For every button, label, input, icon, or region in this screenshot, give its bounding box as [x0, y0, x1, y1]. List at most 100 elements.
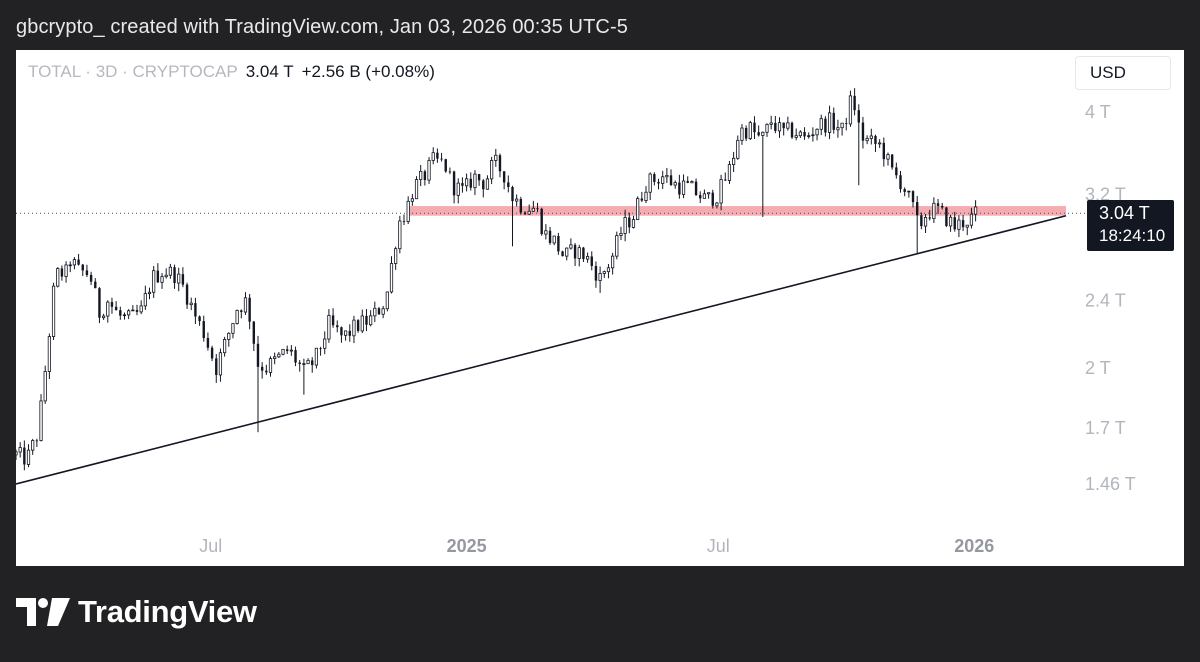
candle: [694, 178, 698, 196]
candle: [945, 206, 948, 228]
candle: [223, 336, 227, 357]
candle: [268, 356, 273, 377]
candle: [744, 125, 748, 142]
candle: [423, 169, 427, 186]
candle: [895, 162, 898, 179]
candle: [711, 189, 714, 209]
candle: [882, 137, 886, 167]
candle: [43, 365, 47, 404]
candle: [523, 211, 527, 216]
candle: [953, 211, 956, 232]
candle: [598, 266, 602, 293]
candle: [932, 197, 936, 224]
candle: [941, 202, 944, 210]
candle: [874, 134, 877, 152]
candle: [757, 125, 760, 137]
price-tag-value: 3.04 T: [1099, 203, 1150, 223]
candle: [68, 261, 72, 273]
candle: [699, 191, 702, 204]
candle: [419, 164, 423, 187]
candle: [840, 122, 844, 136]
candle: [373, 301, 377, 323]
candle: [160, 273, 164, 289]
candle: [690, 180, 694, 184]
currency-button[interactable]: USD: [1075, 56, 1171, 90]
candle: [640, 191, 644, 202]
candle: [18, 442, 22, 458]
candle: [452, 170, 456, 204]
candle: [903, 187, 906, 197]
candle: [72, 257, 77, 270]
candle: [114, 301, 118, 311]
candle: [265, 364, 268, 375]
candle: [194, 297, 197, 325]
candle: [827, 105, 832, 140]
candle: [920, 212, 923, 230]
candle: [385, 291, 389, 312]
candle: [240, 309, 243, 319]
candle: [569, 238, 573, 250]
candle: [865, 135, 869, 145]
candle: [811, 127, 815, 142]
candle: [381, 305, 385, 319]
candle: [89, 271, 93, 286]
chart-caption: gbcrypto_ created with TradingView.com, …: [16, 16, 628, 38]
candle: [740, 124, 744, 145]
candle: [285, 345, 289, 355]
candle: [139, 300, 143, 315]
candle: [669, 169, 673, 186]
candle: [911, 190, 915, 208]
candle: [736, 135, 740, 160]
candle: [173, 264, 176, 289]
candle: [494, 148, 498, 167]
candle: [515, 194, 519, 207]
candle: [344, 330, 348, 341]
candle: [60, 265, 64, 281]
candle: [131, 305, 135, 312]
symbol-label[interactable]: TOTAL · 3D · CRYPTOCAP: [28, 62, 238, 81]
candle: [786, 116, 790, 131]
candle: [498, 153, 502, 178]
candle: [256, 335, 260, 433]
candle: [665, 167, 669, 184]
candle: [706, 192, 711, 199]
candle: [653, 172, 656, 186]
candle: [974, 200, 978, 222]
candle: [427, 157, 431, 184]
candle: [681, 174, 686, 199]
candle: [152, 266, 156, 298]
candle: [628, 212, 631, 234]
candle: [582, 246, 585, 263]
candle: [398, 215, 402, 254]
last-price-tag: 3.04 T 18:24:10: [1087, 200, 1174, 251]
price-chart[interactable]: Jul 2025 Jul 2026 4 T 3.2 T 2.4 T 2 T 1.7 T 1.46…: [16, 50, 1184, 566]
candle: [356, 319, 360, 333]
candle: [657, 178, 660, 190]
candle: [306, 358, 310, 365]
candle: [590, 251, 593, 271]
candle: [106, 300, 110, 323]
candle: [965, 224, 969, 236]
support-trendline[interactable]: [16, 214, 1067, 485]
candle: [352, 315, 356, 344]
x-tick-label: Jul: [199, 536, 222, 556]
candle: [794, 128, 798, 141]
candle: [519, 196, 523, 215]
candle: [536, 202, 539, 213]
candle: [243, 292, 248, 315]
candle: [331, 308, 335, 328]
candle: [753, 116, 756, 140]
candle: [81, 263, 84, 277]
candle: [724, 172, 727, 182]
candle: [890, 154, 894, 170]
resistance-zone: [408, 206, 1066, 216]
candle: [440, 152, 443, 162]
y-tick-label: 2.4 T: [1085, 291, 1126, 311]
candle: [156, 263, 160, 284]
chart-panel[interactable]: Jul 2025 Jul 2026 4 T 3.2 T 2.4 T 2 T 1.7 T 1.46…: [16, 50, 1184, 566]
chart-legend: TOTAL · 3D · CRYPTOCAP 3.04 T +2.56 B (+0.…: [28, 62, 435, 82]
candle: [548, 226, 552, 245]
candle: [227, 332, 231, 347]
candle: [348, 324, 351, 342]
candle: [39, 394, 43, 442]
